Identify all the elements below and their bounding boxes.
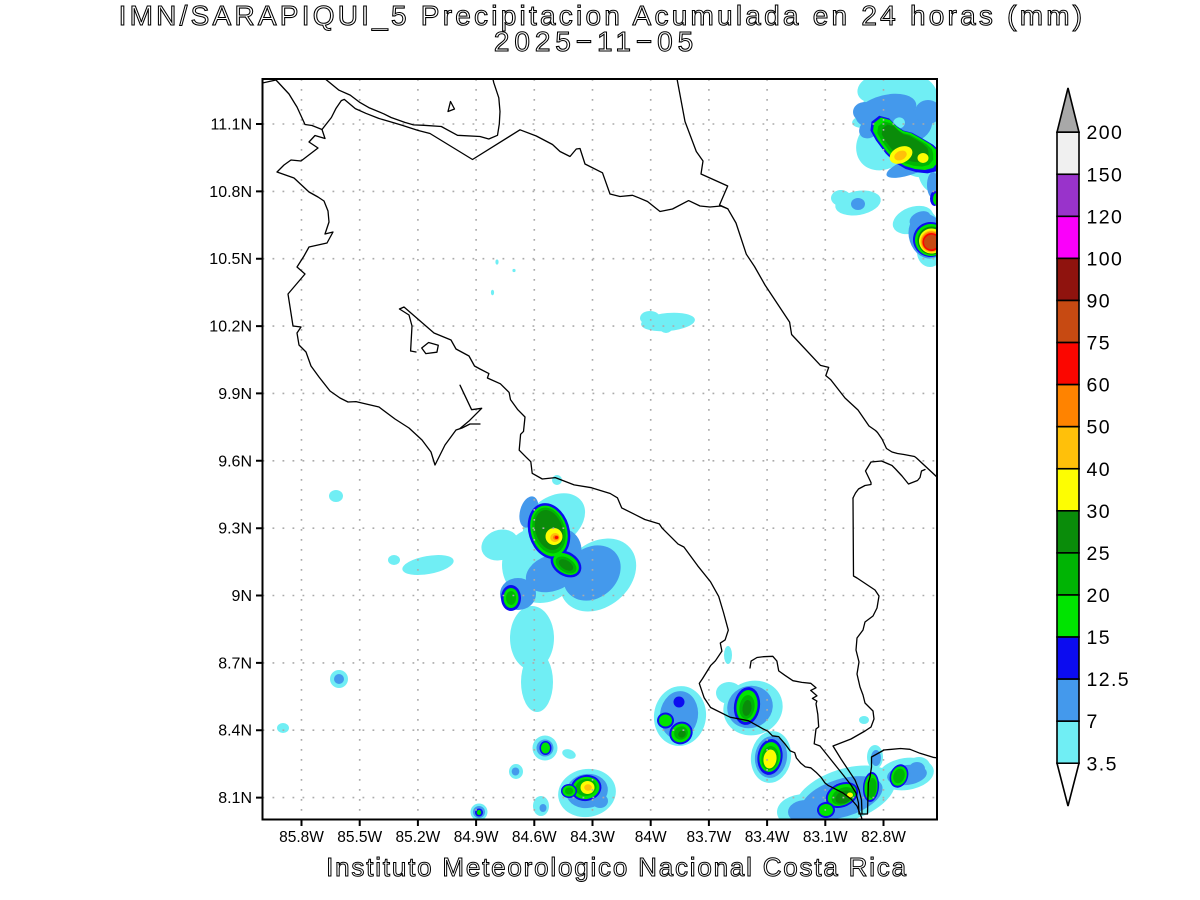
svg-text:12.5: 12.5	[1087, 669, 1131, 691]
svg-text:30: 30	[1087, 501, 1112, 523]
svg-text:10.8N: 10.8N	[209, 184, 252, 201]
svg-text:9.6N: 9.6N	[218, 453, 252, 470]
svg-text:25: 25	[1087, 543, 1112, 565]
svg-text:40: 40	[1087, 459, 1112, 481]
svg-text:20: 20	[1087, 585, 1112, 607]
svg-text:8.4N: 8.4N	[218, 723, 252, 740]
svg-text:IMN/SARAPIQUI_5 Precipitacion: IMN/SARAPIQUI_5 Precipitacion Acumulada …	[119, 0, 1086, 31]
svg-text:75: 75	[1087, 333, 1112, 355]
svg-text:3.5: 3.5	[1087, 753, 1118, 775]
svg-text:83.4W: 83.4W	[745, 829, 790, 846]
svg-text:100: 100	[1087, 248, 1124, 270]
svg-text:82.8W: 82.8W	[861, 829, 906, 846]
svg-text:11.1N: 11.1N	[210, 117, 252, 134]
svg-text:8.1N: 8.1N	[218, 790, 252, 807]
svg-text:50: 50	[1087, 417, 1112, 439]
svg-text:84.9W: 84.9W	[454, 829, 499, 846]
svg-text:150: 150	[1087, 164, 1124, 186]
svg-text:85.2W: 85.2W	[395, 829, 440, 846]
svg-text:90: 90	[1087, 290, 1112, 312]
svg-text:7: 7	[1087, 711, 1099, 733]
svg-text:84.6W: 84.6W	[512, 829, 557, 846]
svg-text:84.3W: 84.3W	[570, 829, 615, 846]
svg-text:8.7N: 8.7N	[218, 655, 252, 672]
svg-text:10.2N: 10.2N	[209, 319, 252, 336]
svg-text:84W: 84W	[635, 829, 667, 846]
svg-text:15: 15	[1087, 627, 1112, 649]
svg-text:9N: 9N	[232, 588, 252, 605]
svg-text:85.5W: 85.5W	[337, 829, 382, 846]
svg-text:2025−11−05: 2025−11−05	[494, 26, 698, 57]
svg-text:200: 200	[1087, 122, 1124, 144]
svg-text:120: 120	[1087, 206, 1124, 228]
svg-text:83.7W: 83.7W	[686, 829, 731, 846]
svg-text:85.8W: 85.8W	[279, 829, 324, 846]
svg-text:10.5N: 10.5N	[209, 251, 252, 268]
svg-text:Instituto Meteorologico Nacion: Instituto Meteorologico Nacional Costa R…	[326, 852, 908, 882]
svg-text:60: 60	[1087, 375, 1112, 397]
svg-text:9.9N: 9.9N	[218, 386, 252, 403]
svg-text:83.1W: 83.1W	[803, 829, 848, 846]
svg-text:9.3N: 9.3N	[218, 521, 252, 538]
